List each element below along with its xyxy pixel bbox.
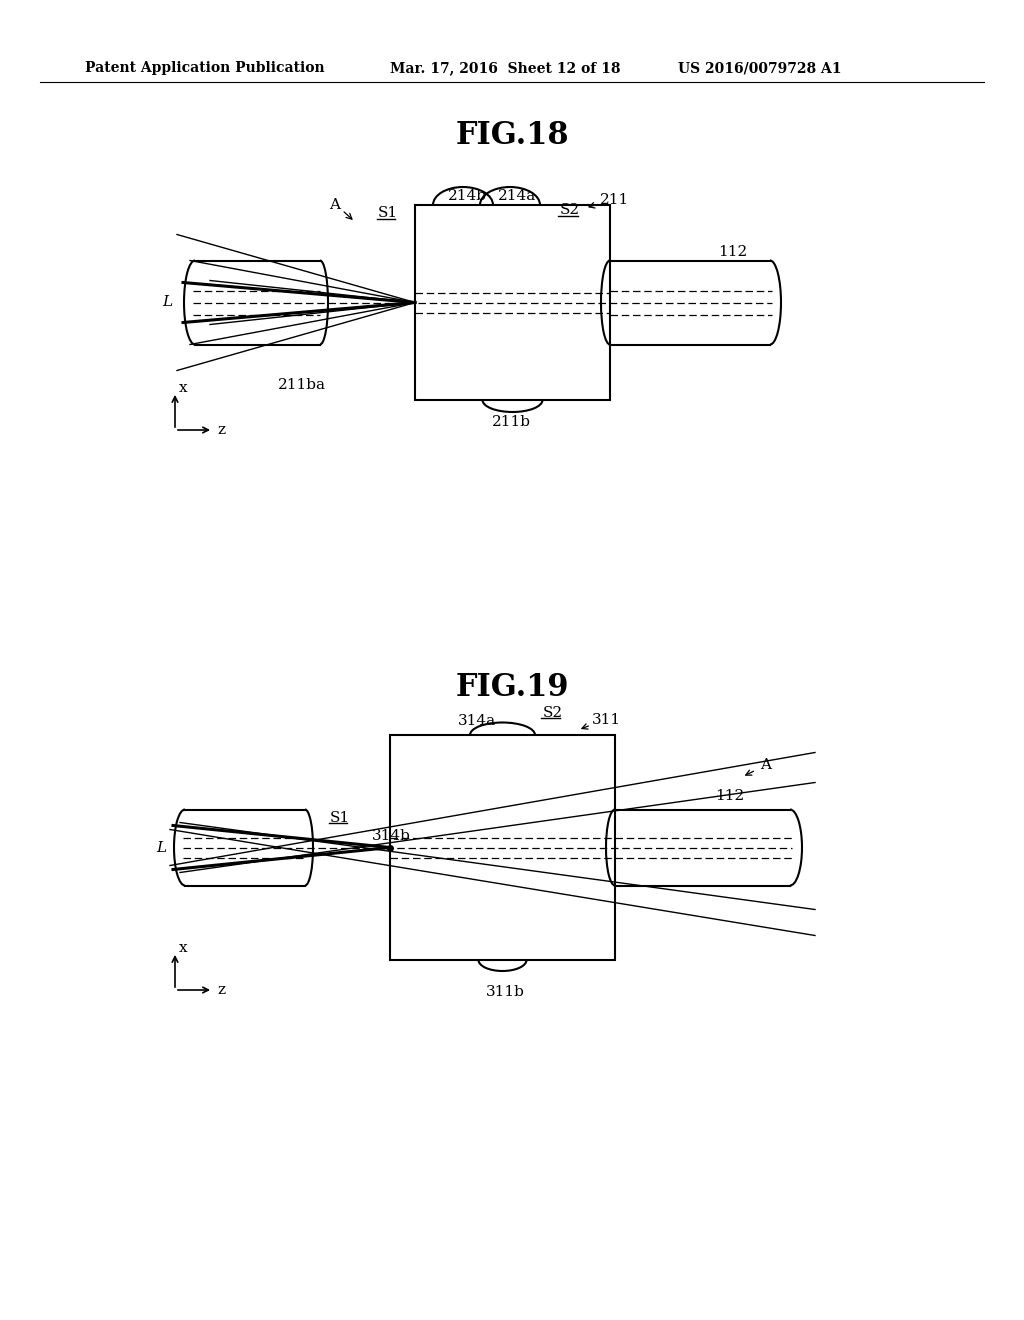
Text: FIG.19: FIG.19	[456, 672, 568, 704]
Text: A: A	[330, 198, 341, 213]
Text: A: A	[760, 758, 771, 772]
Text: 311: 311	[592, 713, 622, 727]
Text: 311b: 311b	[486, 985, 525, 999]
Text: Patent Application Publication: Patent Application Publication	[85, 61, 325, 75]
Text: 112: 112	[718, 246, 748, 259]
Text: S1: S1	[330, 810, 350, 825]
Text: 211ba: 211ba	[278, 378, 326, 392]
Bar	[390, 735, 615, 960]
Text: 214b: 214b	[449, 189, 487, 203]
Text: S2: S2	[560, 203, 581, 216]
Text: 314a: 314a	[458, 714, 496, 729]
Text: L: L	[156, 841, 166, 854]
Text: z: z	[217, 422, 225, 437]
Text: 314b: 314b	[372, 829, 411, 842]
Text: x: x	[179, 941, 187, 954]
Text: Mar. 17, 2016  Sheet 12 of 18: Mar. 17, 2016 Sheet 12 of 18	[390, 61, 621, 75]
Text: 211: 211	[600, 193, 630, 207]
Text: US 2016/0079728 A1: US 2016/0079728 A1	[678, 61, 842, 75]
Text: x: x	[179, 381, 187, 395]
Text: 211b: 211b	[492, 414, 531, 429]
Text: 214a: 214a	[498, 189, 537, 203]
Text: 112: 112	[715, 788, 744, 803]
Bar	[415, 205, 610, 400]
Text: S1: S1	[378, 206, 398, 220]
Text: S2: S2	[543, 706, 563, 719]
Text: FIG.18: FIG.18	[456, 120, 568, 150]
Text: L: L	[162, 296, 172, 309]
Text: z: z	[217, 983, 225, 997]
